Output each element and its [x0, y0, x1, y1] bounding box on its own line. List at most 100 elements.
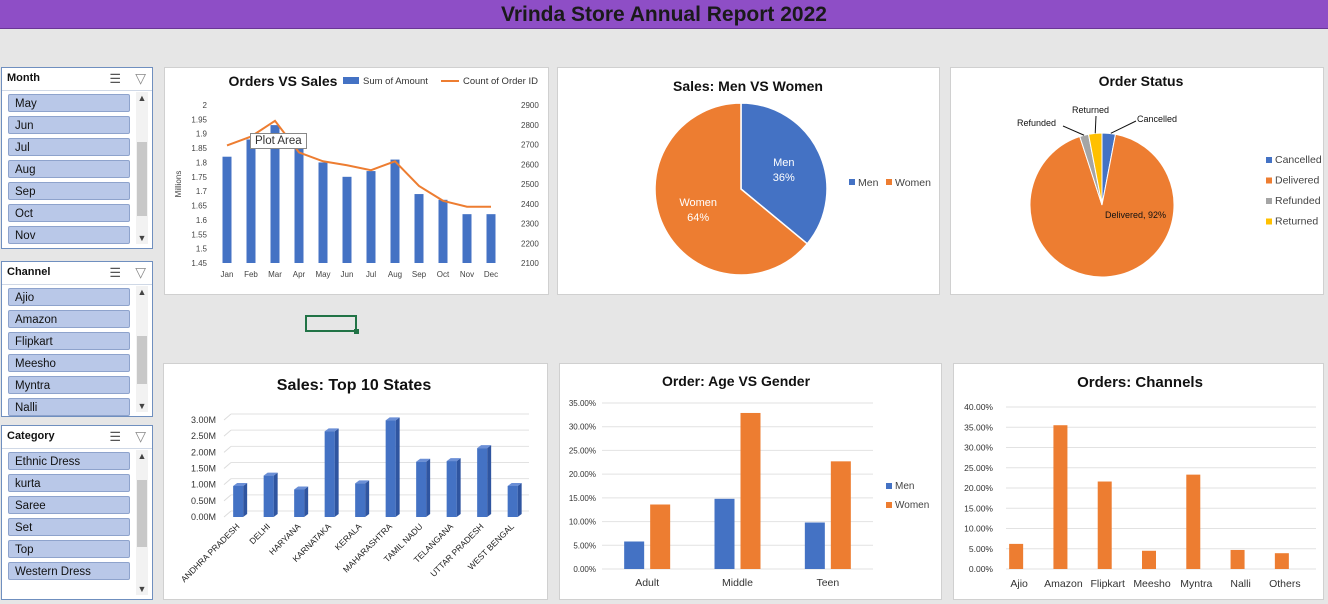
slicer-item[interactable]: Meesho	[8, 354, 130, 372]
legend-label-orders: Count of Order ID	[463, 76, 538, 87]
top-states-card[interactable]: Sales: Top 10 States 3.00M 2.50M 2.00M 1.50M…	[163, 363, 548, 600]
scroll-down-icon[interactable]: ▼	[137, 584, 147, 594]
scroll-thumb[interactable]	[137, 336, 147, 384]
slicer-item[interactable]: Ajio	[8, 288, 130, 306]
legend-label: Delivered	[1275, 175, 1320, 187]
scroll-up-icon[interactable]: ▲	[137, 451, 147, 461]
legend-label: Women	[895, 500, 929, 511]
gridline-depth	[223, 510, 232, 518]
bar-amount	[318, 162, 328, 263]
slicer-item[interactable]: Western Dress	[8, 562, 130, 580]
clear-filter-icon[interactable]: ▽	[135, 70, 146, 86]
orders-vs-sales-card[interactable]: Orders VS Sales Sum of Amount Count of Ord…	[164, 67, 549, 295]
men-vs-women-card[interactable]: Sales: Men VS Women Men 36% Women 64% Men Wome…	[557, 67, 940, 295]
slice-value-label: 64%	[687, 212, 709, 224]
bar-top	[507, 482, 522, 486]
y-tick-label: 0.00%	[969, 564, 994, 574]
slicer-item[interactable]: Sep	[8, 182, 130, 200]
x-tick-label: Meesho	[1133, 578, 1171, 590]
bar-channel	[1142, 550, 1156, 569]
y-tick-label: 1.65	[191, 202, 207, 211]
slicer-item[interactable]: kurta	[8, 474, 130, 492]
y2-tick-label: 2800	[521, 121, 539, 130]
slicer-scrollbar[interactable]: ▲ ▼	[136, 286, 148, 412]
clear-filter-icon[interactable]: ▽	[135, 428, 146, 444]
gridline-depth	[223, 445, 232, 453]
y-tick-label: 3.00M	[191, 415, 216, 425]
slicer-item[interactable]: Nov	[8, 226, 130, 244]
slicer-item[interactable]: Jun	[8, 116, 130, 134]
channels-card[interactable]: Orders: Channels 40.00% 35.00% 30.00% 25.00%…	[953, 363, 1324, 600]
bar-amount	[486, 214, 496, 263]
x-tick-label: Teen	[816, 577, 839, 589]
scroll-thumb[interactable]	[137, 142, 147, 216]
scroll-down-icon[interactable]: ▼	[137, 401, 147, 411]
x-tick-label: Middle	[722, 577, 753, 589]
callout-line-returned	[1094, 115, 1097, 134]
slicer-header: Category ☰ ▽	[2, 426, 152, 449]
bar-state	[324, 431, 335, 517]
multi-select-icon[interactable]: ☰	[109, 71, 121, 86]
slice-label-delivered: Delivered, 92%	[1105, 210, 1166, 220]
slicer-item[interactable]: Set	[8, 518, 130, 536]
bar-women	[740, 412, 761, 569]
x-tick-label: ANDHRA PRADESH	[179, 521, 242, 584]
bar-amount	[438, 199, 448, 263]
slicer-month[interactable]: Month ☰ ▽ May Jun Jul Aug Sep Oct Nov ▲ ▼	[1, 67, 153, 249]
plot-area-tooltip: Plot Area	[250, 133, 307, 149]
x-tick-label: Ajio	[1010, 578, 1028, 590]
slicer-channel[interactable]: Channel ☰ ▽ Ajio Amazon Flipkart Meesho Myntra N…	[1, 261, 153, 417]
bar-side	[304, 486, 309, 517]
slicer-item[interactable]: Jul	[8, 138, 130, 156]
bar-top	[446, 458, 461, 462]
slicer-item[interactable]: Myntra	[8, 376, 130, 394]
slicer-item[interactable]: May	[8, 94, 130, 112]
slicer-item[interactable]: Flipkart	[8, 332, 130, 350]
legend-swatch	[886, 483, 892, 489]
slicer-item[interactable]: Saree	[8, 496, 130, 514]
bar-amount	[270, 125, 280, 263]
pie-slice	[654, 102, 809, 276]
multi-select-icon[interactable]: ☰	[109, 429, 121, 444]
legend-swatch-men	[849, 179, 855, 185]
slicer-item[interactable]: Amazon	[8, 310, 130, 328]
pie-slice	[1029, 133, 1175, 278]
scroll-up-icon[interactable]: ▲	[137, 93, 147, 103]
slicer-scrollbar[interactable]: ▲ ▼	[136, 92, 148, 244]
y-tick-label: 2.00M	[191, 447, 216, 457]
slicer-scrollbar[interactable]: ▲ ▼	[136, 450, 148, 595]
callout-label-returned: Returned	[1072, 105, 1109, 115]
slicer-item[interactable]: Ethnic Dress	[8, 452, 130, 470]
multi-select-icon[interactable]: ☰	[109, 265, 121, 280]
y-tick-label: 5.00%	[969, 544, 994, 554]
slicer-category[interactable]: Category ☰ ▽ Ethnic Dress kurta Saree Set Top We…	[1, 425, 153, 600]
bar-state	[385, 420, 396, 517]
orders-vs-sales-chart: Orders VS Sales Sum of Amount Count of Ord…	[174, 73, 539, 279]
x-tick-label: Flipkart	[1090, 578, 1125, 590]
y-tick-label: 30.00%	[964, 443, 993, 453]
slicer-item[interactable]: Oct	[8, 204, 130, 222]
report-title: Vrinda Store Annual Report 2022	[501, 3, 827, 26]
bar-side	[243, 482, 248, 517]
slicer-header: Month ☰ ▽	[2, 68, 152, 91]
selected-cell[interactable]	[305, 315, 359, 334]
slicer-item[interactable]: Aug	[8, 160, 130, 178]
scroll-up-icon[interactable]: ▲	[137, 287, 147, 297]
clear-filter-icon[interactable]: ▽	[135, 264, 146, 280]
order-status-card[interactable]: Order Status Delivered, 92% Cancelled Refun…	[950, 67, 1324, 295]
slicer-item[interactable]: Top	[8, 540, 130, 558]
scroll-thumb[interactable]	[137, 480, 147, 547]
slicer-items: Ajio Amazon Flipkart Meesho Myntra Nalli	[8, 288, 130, 420]
scroll-down-icon[interactable]: ▼	[137, 233, 147, 243]
age-vs-gender-card[interactable]: Order: Age VS Gender 35.00% 30.00% 25.00% 20…	[559, 363, 942, 600]
x-tick-label: Sep	[412, 270, 427, 279]
slicer-item[interactable]: Nalli	[8, 398, 130, 416]
y-tick-label: 40.00%	[964, 402, 993, 412]
y2-tick-label: 2100	[521, 259, 539, 268]
slice-value-label: 36%	[773, 172, 795, 184]
bar-channel	[1230, 549, 1245, 569]
y-tick-label: 20.00%	[964, 483, 993, 493]
y-tick-label: 1.5	[196, 245, 208, 254]
slicer-header: Channel ☰ ▽	[2, 262, 152, 285]
y-tick-label: 0.00M	[191, 512, 216, 522]
